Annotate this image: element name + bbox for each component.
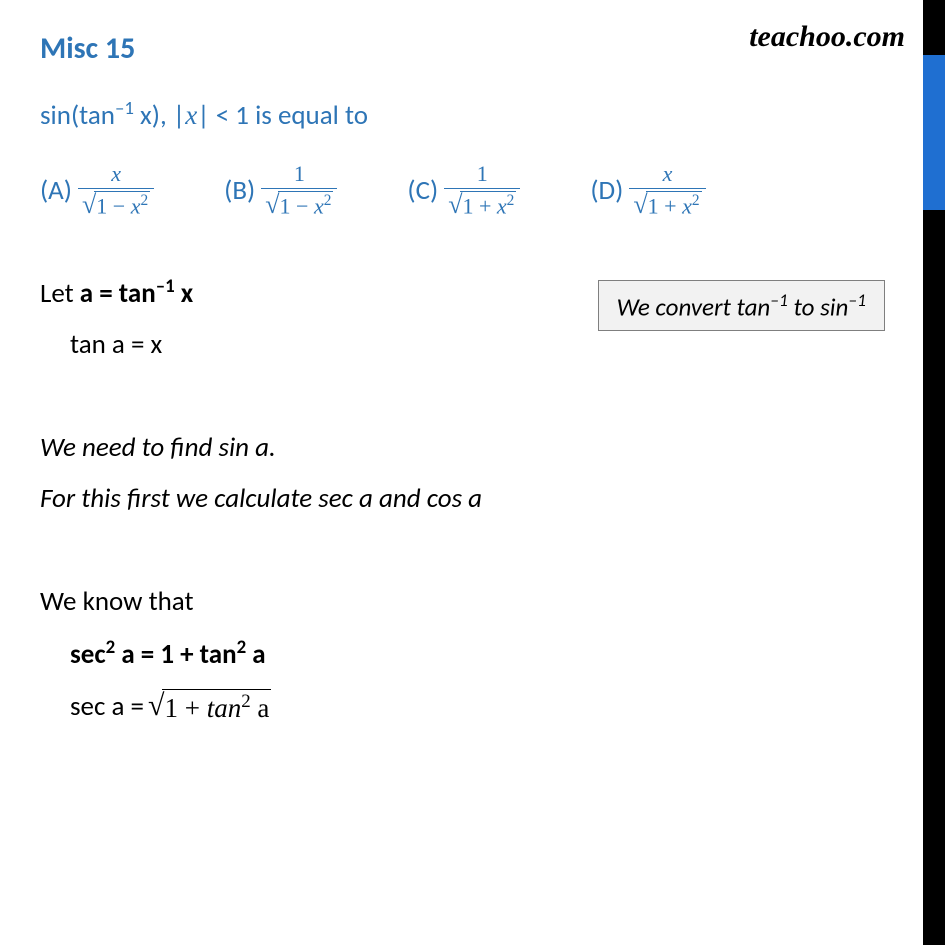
- sqrt-var: tan: [207, 693, 242, 723]
- den-var: x: [131, 194, 141, 219]
- work-line-3: We need to find sin a.: [40, 431, 905, 464]
- sidebar-blue: [923, 55, 945, 210]
- line6-prefix: sec: [70, 638, 106, 671]
- hint-mid: to sin: [788, 291, 849, 322]
- sqrt-content: 1 − x2: [94, 191, 150, 219]
- question-prefix: sin(tan: [40, 99, 115, 132]
- page-content: Misc 15 sin(tan–1 x), |x| < 1 is equal t…: [0, 0, 945, 772]
- work-line-6: sec2 a = 1 + tan2 a: [70, 636, 905, 671]
- option-c-den: √ 1 + x2: [444, 188, 520, 220]
- option-d-label: (D): [590, 174, 623, 207]
- option-d-sqrt: √ 1 + x2: [633, 191, 701, 220]
- option-b-den: √ 1 − x2: [261, 188, 337, 220]
- hint-prefix: We convert tan: [617, 291, 771, 322]
- work-line-4: For this first we calculate sec a and co…: [40, 482, 905, 515]
- sqrt-left: 1 +: [164, 693, 206, 723]
- work-line-7: sec a = √ 1 + tan2 a: [70, 689, 905, 724]
- option-b-label: (B): [224, 174, 255, 207]
- line6-sup2: 2: [237, 636, 247, 659]
- den-var: x: [682, 194, 692, 219]
- line7-prefix: sec a =: [70, 690, 144, 723]
- option-a-den: √ 1 − x2: [78, 188, 154, 220]
- option-c-sqrt: √ 1 + x2: [448, 191, 516, 220]
- option-a: (A) x √ 1 − x2: [40, 162, 154, 220]
- question-suffix: | < 1 is equal to: [197, 99, 368, 132]
- watermark: teachoo.com: [749, 20, 905, 54]
- line6-suffix: a: [246, 638, 265, 671]
- option-c: (C) 1 √ 1 + x2: [407, 162, 520, 220]
- den-sup: 2: [692, 192, 700, 209]
- sqrt-suffix: a: [251, 693, 270, 723]
- option-a-num: x: [107, 162, 125, 188]
- den-left: 1 −: [280, 194, 314, 219]
- options-row: (A) x √ 1 − x2 (B) 1 √ 1 − x2: [40, 162, 905, 220]
- option-b-fraction: 1 √ 1 − x2: [261, 162, 337, 220]
- option-b: (B) 1 √ 1 − x2: [224, 162, 337, 220]
- work-line-5: We know that: [40, 585, 905, 618]
- option-d-num: x: [659, 162, 677, 188]
- option-d: (D) x √ 1 + x2: [590, 162, 705, 220]
- sqrt-content: 1 + x2: [460, 191, 516, 219]
- sqrt-content: 1 + x2: [646, 191, 702, 219]
- den-left: 1 +: [462, 194, 496, 219]
- option-a-label: (A): [40, 174, 72, 207]
- line7-sqrt: √ 1 + tan2 a: [148, 689, 271, 724]
- option-d-fraction: x √ 1 + x2: [629, 162, 705, 220]
- sqrt-sup: 2: [241, 691, 250, 712]
- line6-sup1: 2: [106, 636, 116, 659]
- line6-mid: a = 1 + tan: [115, 638, 236, 671]
- option-b-sqrt: √ 1 − x2: [265, 191, 333, 220]
- den-left: 1 +: [648, 194, 682, 219]
- work-line-2: tan a = x: [70, 328, 905, 361]
- option-c-num: 1: [473, 162, 492, 188]
- option-b-num: 1: [290, 162, 309, 188]
- line1-prefix: Let: [40, 277, 80, 310]
- option-a-fraction: x √ 1 − x2: [78, 162, 154, 220]
- hint-sup1: –1: [770, 289, 788, 311]
- question-var: x: [185, 100, 197, 130]
- option-d-den: √ 1 + x2: [629, 188, 705, 220]
- question-mid: x), |: [134, 99, 185, 132]
- den-left: 1 −: [96, 194, 130, 219]
- sqrt-content: 1 + tan2 a: [162, 689, 271, 724]
- option-a-sqrt: √ 1 − x2: [82, 191, 150, 220]
- line1-sup: –1: [156, 275, 175, 298]
- den-var: x: [314, 194, 324, 219]
- den-var: x: [497, 194, 507, 219]
- option-c-fraction: 1 √ 1 + x2: [444, 162, 520, 220]
- line1-bold-a: a = tan: [80, 277, 156, 310]
- den-sup: 2: [507, 192, 515, 209]
- sqrt-content: 1 − x2: [278, 191, 334, 219]
- question-text: sin(tan–1 x), |x| < 1 is equal to: [40, 97, 905, 132]
- question-sup: –1: [115, 97, 134, 120]
- line1-bold-x: x: [175, 277, 194, 310]
- den-sup: 2: [140, 192, 148, 209]
- option-c-label: (C): [407, 174, 438, 207]
- hint-sup2: –1: [848, 289, 866, 311]
- hint-box: We convert tan–1 to sin–1: [598, 280, 885, 331]
- den-sup: 2: [324, 192, 332, 209]
